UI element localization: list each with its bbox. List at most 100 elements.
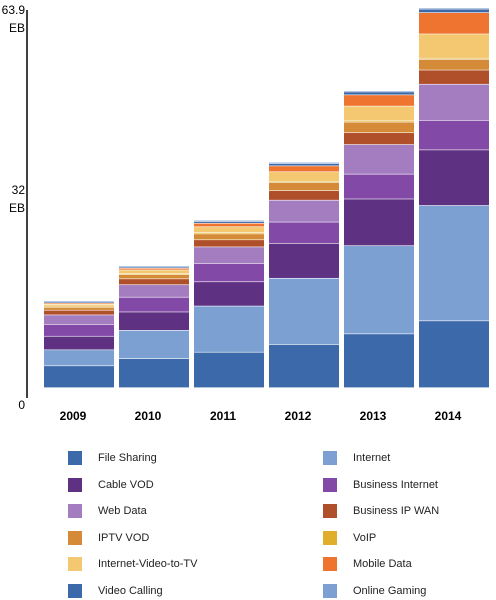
bar-segment-2009-5 <box>44 315 114 325</box>
bar-segment-2012-4 <box>269 222 339 244</box>
legend-label: File Sharing <box>98 452 157 464</box>
y-tick-labels: 63.9 EB 32 EB 0 <box>2 3 26 412</box>
legend-swatch <box>323 504 337 519</box>
bar-segment-2014-9 <box>419 34 489 58</box>
legend-swatch <box>68 530 82 545</box>
bar-segment-2014-7 <box>419 59 489 70</box>
bar-segment-2010-6 <box>119 279 189 285</box>
bar-segment-2012-7 <box>269 182 339 191</box>
bar-segment-2009-7 <box>44 307 114 310</box>
legend-item-9: Internet-Video-to-TV <box>68 555 197 573</box>
bar-segment-2010-11 <box>119 267 189 268</box>
stacked-bar-chart: 63.9 EB 32 EB 0 2009 2010 2011 2012 2013 2014 <box>2 3 489 423</box>
bar-segment-2011-12 <box>194 220 264 222</box>
bar-segment-2014-12 <box>419 8 489 9</box>
legend-swatch <box>68 477 82 492</box>
legend-item-10: Mobile Data <box>323 555 412 573</box>
x-tick-label-2012: 2012 <box>285 409 312 423</box>
x-tick-label-2009: 2009 <box>60 409 87 423</box>
legend-swatch <box>68 504 82 519</box>
bar-segment-2010-10 <box>119 268 189 270</box>
legend-label: IPTV VOD <box>98 531 150 544</box>
bar-segment-2010-5 <box>119 285 189 297</box>
bar-segment-2011-8 <box>194 233 264 234</box>
bar-segment-2009-9 <box>44 304 114 306</box>
bar-segment-2014-1 <box>419 321 489 388</box>
bar-segment-2009-11 <box>44 302 114 303</box>
bar-segment-2010-4 <box>119 297 189 312</box>
x-tick-label-2010: 2010 <box>135 409 162 423</box>
bar-segment-2012-3 <box>269 243 339 278</box>
bar-segment-2012-10 <box>269 166 339 172</box>
bar-segment-2009-10 <box>44 303 114 304</box>
bar-segment-2012-5 <box>269 200 339 222</box>
legend-item-11: Video Calling <box>68 582 163 600</box>
bar-segment-2014-6 <box>419 70 489 84</box>
legend-item-6: Business IP WAN <box>323 502 439 520</box>
legend-label: VoIP <box>353 531 377 544</box>
bar-segment-2010-1 <box>119 359 189 388</box>
bar-segment-2011-10 <box>194 223 264 227</box>
bar-segment-2010-9 <box>119 270 189 274</box>
y-tick-label-3: 0 <box>18 398 25 412</box>
bar-segment-2013-7 <box>344 122 414 133</box>
x-tick-label-2011: 2011 <box>210 409 236 423</box>
bar-segment-2011-2 <box>194 306 264 352</box>
legend-label: Internet-Video-to-TV <box>98 558 198 571</box>
legend-swatch <box>323 584 337 598</box>
bar-segment-2012-8 <box>269 181 339 183</box>
bar-segment-2011-7 <box>194 234 264 240</box>
x-tick-labels: 2009 2010 2011 2012 2013 2014 <box>60 409 462 423</box>
bar-segment-2014-10 <box>419 12 489 34</box>
legend-item-12: Online Gaming <box>323 582 426 600</box>
bar-segment-2014-4 <box>419 120 489 150</box>
legend-swatch <box>323 451 337 465</box>
legend-label: Business Internet <box>353 478 438 491</box>
bar-segment-2010-2 <box>119 330 189 359</box>
y-tick-label-2: 32 <box>12 183 26 197</box>
bar-segment-2009-6 <box>44 310 114 315</box>
legend-swatch <box>323 530 337 545</box>
bar-segment-2013-8 <box>344 121 414 122</box>
legend-item-7: IPTV VOD <box>68 529 149 547</box>
bar-segment-2012-6 <box>269 191 339 200</box>
bar-segment-2013-1 <box>344 334 414 388</box>
bar-segment-2012-1 <box>269 344 339 388</box>
bar-segment-2011-11 <box>194 221 264 223</box>
bar-segment-2013-9 <box>344 106 414 121</box>
bar-segment-2013-3 <box>344 199 414 246</box>
legend-item-8: VoIP <box>323 529 376 547</box>
bar-segment-2009-8 <box>44 306 114 307</box>
y-tick-label-1: 63.9 <box>2 3 26 17</box>
bar-segment-2012-12 <box>269 162 339 164</box>
legend-swatch <box>68 584 82 598</box>
bar-segment-2014-8 <box>419 58 489 60</box>
bar-segment-2013-5 <box>344 144 414 174</box>
x-tick-label-2013: 2013 <box>360 409 387 423</box>
legend-swatch <box>323 557 337 572</box>
bar-segment-2010-8 <box>119 273 189 275</box>
legend-label: Mobile Data <box>353 558 412 571</box>
bars-layer <box>44 8 489 388</box>
bar-segment-2013-10 <box>344 95 414 106</box>
bar-segment-2014-3 <box>419 150 489 206</box>
bar-segment-2013-6 <box>344 133 414 145</box>
legend: File Sharing Internet Cable VOD Business In… <box>0 446 496 598</box>
bar-segment-2009-1 <box>44 366 114 388</box>
legend-label: Online Gaming <box>353 585 427 597</box>
bar-segment-2012-11 <box>269 163 339 166</box>
bar-segment-2014-11 <box>419 9 489 13</box>
bar-segment-2014-5 <box>419 84 489 121</box>
legend-swatch <box>68 557 82 572</box>
bar-segment-2011-3 <box>194 282 264 306</box>
bar-segment-2011-9 <box>194 227 264 233</box>
legend-item-3: Cable VOD <box>68 476 154 494</box>
bar-segment-2011-6 <box>194 240 264 247</box>
legend-item-1: File Sharing <box>68 449 157 467</box>
bar-segment-2011-1 <box>194 352 264 388</box>
y-tick-unit-1: EB <box>9 21 25 35</box>
bar-segment-2014-2 <box>419 205 489 321</box>
bar-segment-2009-4 <box>44 324 114 336</box>
legend-swatch <box>68 451 82 465</box>
bar-segment-2009-2 <box>44 350 114 366</box>
